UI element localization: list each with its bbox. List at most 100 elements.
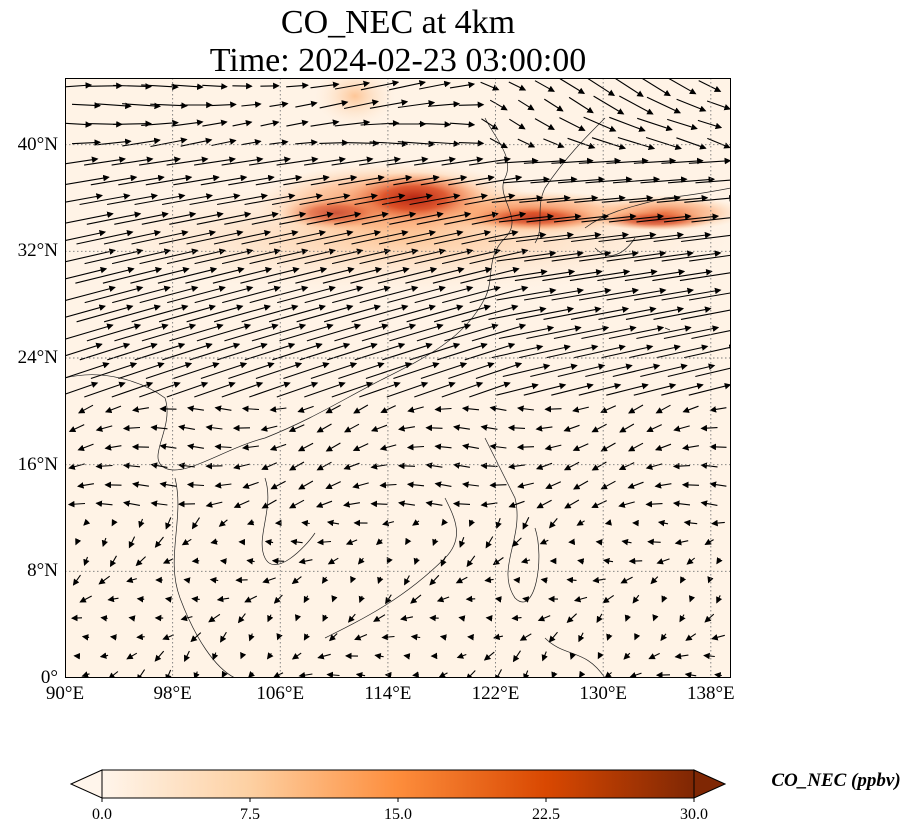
colorbar-tick-label: 22.5 bbox=[532, 806, 560, 823]
wind-arrow bbox=[271, 557, 285, 565]
wind-arrow bbox=[414, 248, 474, 265]
wind-arrow bbox=[579, 250, 639, 262]
wind-arrow bbox=[212, 652, 219, 661]
wind-arrow bbox=[294, 614, 302, 622]
wind-arrow bbox=[400, 614, 414, 622]
lat-tick-label: 16°N bbox=[17, 453, 58, 475]
wind-arrow bbox=[432, 538, 439, 547]
wind-arrow bbox=[557, 176, 606, 184]
wind-arrow bbox=[246, 558, 255, 565]
wind-arrow bbox=[526, 325, 582, 340]
wind-arrow bbox=[111, 381, 154, 398]
wind-arrow bbox=[141, 323, 197, 342]
wind-arrow bbox=[684, 344, 731, 359]
map-title-line1: CO_NEC at 4km bbox=[280, 4, 516, 41]
wind-arrow bbox=[456, 652, 467, 659]
gridlines bbox=[65, 78, 731, 678]
wind-arrow bbox=[262, 577, 276, 584]
wind-arrow bbox=[291, 652, 302, 660]
wind-arrow bbox=[672, 462, 691, 470]
lat-tick-label: 40°N bbox=[17, 133, 58, 155]
wind-arrow bbox=[382, 342, 433, 361]
wind-arrow bbox=[101, 537, 109, 548]
wind-arrow bbox=[111, 518, 118, 527]
wind-arrow bbox=[141, 211, 197, 225]
wind-arrow bbox=[458, 101, 485, 109]
wind-arrow bbox=[65, 211, 114, 224]
wind-arrow bbox=[553, 325, 610, 340]
wind-arrow bbox=[489, 405, 507, 412]
wind-arrow bbox=[606, 157, 649, 165]
wind-arrow bbox=[656, 558, 670, 565]
wind-arrow bbox=[507, 424, 526, 432]
wind-arrow bbox=[233, 500, 250, 509]
colorbar-tick-label: 0.0 bbox=[92, 806, 112, 823]
wind-arrow bbox=[276, 248, 336, 265]
wind-arrow bbox=[79, 342, 131, 361]
wind-arrow bbox=[221, 156, 264, 166]
wind-arrow bbox=[511, 537, 522, 547]
lat-tick-label: 8°N bbox=[27, 560, 58, 582]
wind-arrow bbox=[619, 95, 654, 115]
wind-arrow bbox=[551, 382, 594, 396]
wind-arrow bbox=[688, 157, 731, 165]
wind-arrow bbox=[289, 461, 305, 471]
lon-tick-label: 106°E bbox=[256, 683, 305, 704]
wind-arrow bbox=[103, 304, 161, 323]
wind-arrow bbox=[76, 229, 134, 245]
wind-arrow bbox=[351, 304, 409, 323]
wind-arrow bbox=[628, 442, 644, 452]
wind-arrow bbox=[462, 481, 479, 488]
wind-arrow bbox=[211, 138, 237, 147]
wind-arrow bbox=[208, 613, 221, 623]
lon-tick-label: 122°E bbox=[471, 683, 520, 704]
wind-arrow bbox=[546, 344, 599, 359]
wind-arrow bbox=[695, 179, 731, 184]
wind-arrow bbox=[81, 634, 90, 641]
wind-arrow bbox=[244, 342, 296, 361]
wind-arrow bbox=[489, 481, 507, 489]
wind-arrow bbox=[388, 80, 426, 91]
wind-arrow bbox=[301, 519, 310, 527]
wind-arrow bbox=[132, 481, 149, 488]
wind-arrow bbox=[673, 425, 690, 432]
wind-arrow bbox=[145, 362, 193, 380]
wind-arrow bbox=[600, 480, 616, 490]
wind-arrow bbox=[434, 443, 452, 451]
wind-arrow bbox=[602, 594, 615, 604]
wind-arrow bbox=[617, 136, 656, 151]
wind-arrow bbox=[606, 633, 613, 641]
wind-arrow bbox=[319, 100, 349, 109]
wind-arrow bbox=[441, 156, 484, 166]
wind-arrow bbox=[448, 174, 495, 186]
wind-arrow bbox=[453, 424, 470, 431]
wind-arrow bbox=[438, 671, 448, 678]
wind-arrow bbox=[514, 268, 576, 282]
wind-arrow bbox=[304, 156, 346, 166]
wind-arrow bbox=[361, 323, 417, 342]
wind-arrow bbox=[576, 519, 585, 526]
wind-arrow bbox=[369, 99, 409, 109]
wind-arrow bbox=[410, 594, 422, 604]
wind-arrow bbox=[326, 671, 340, 678]
wind-arrow bbox=[165, 669, 172, 678]
wind-arrow bbox=[661, 157, 704, 165]
wind-arrow bbox=[331, 248, 391, 265]
wind-arrow bbox=[679, 272, 731, 282]
wind-arrow bbox=[200, 174, 248, 186]
wind-arrow bbox=[597, 268, 658, 282]
wind-arrow bbox=[162, 193, 213, 206]
wind-arrow bbox=[251, 211, 307, 225]
wind-arrow bbox=[449, 81, 476, 89]
wind-arrow bbox=[107, 342, 158, 361]
wind-arrow bbox=[166, 156, 209, 166]
wind-arrow bbox=[653, 306, 712, 320]
wind-arrow bbox=[297, 405, 314, 413]
wind-arrow bbox=[601, 194, 654, 203]
wind-arrow bbox=[358, 595, 365, 604]
wind-arrow bbox=[578, 632, 585, 643]
wind-arrow bbox=[498, 213, 555, 223]
wind-arrow bbox=[178, 462, 195, 469]
wind-arrow bbox=[130, 266, 190, 284]
wind-arrow bbox=[76, 304, 134, 323]
